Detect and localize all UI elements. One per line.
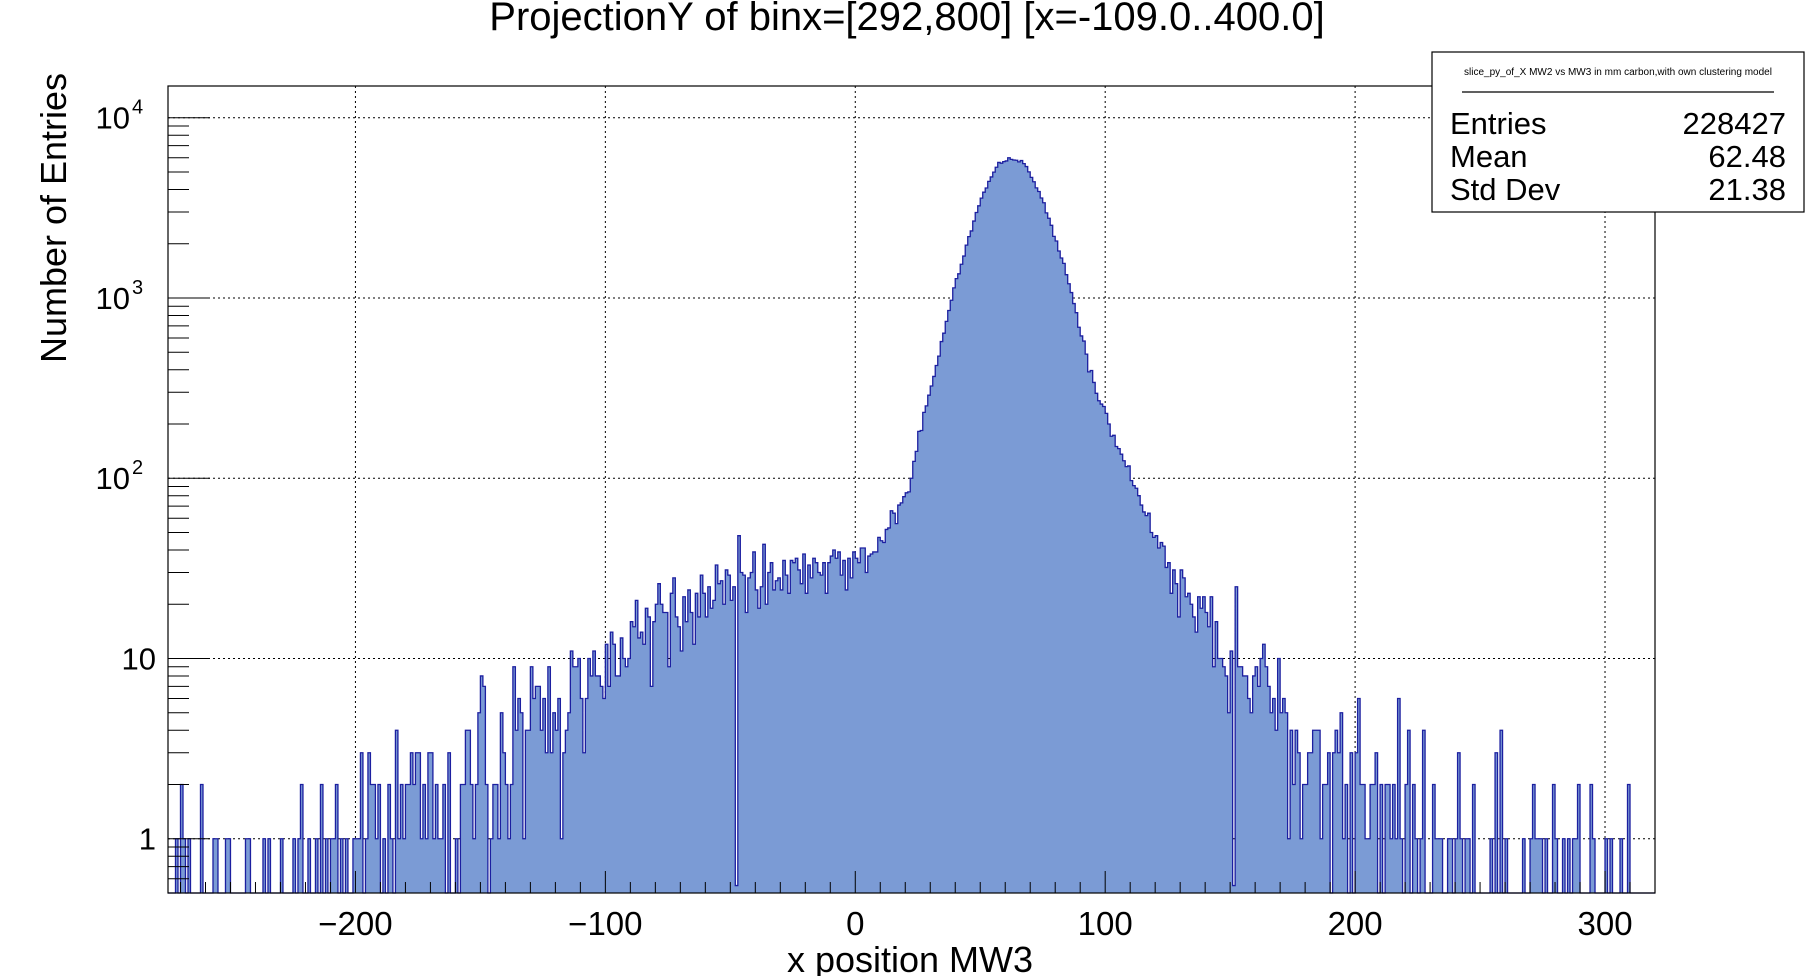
stats-entries-label: Entries	[1450, 106, 1546, 141]
stats-entries-value: 228427	[1683, 106, 1786, 141]
stats-stddev-value: 21.38	[1708, 172, 1786, 207]
y-tick-base: 10	[122, 641, 156, 676]
x-axis: −200 −100 0 100 200 300	[179, 871, 1656, 942]
x-tick-label: 100	[1078, 905, 1133, 942]
y-tick-base: 10	[96, 101, 130, 136]
histogram-bars	[168, 157, 1655, 894]
y-tick-label: 10	[122, 641, 156, 676]
plot-frame	[167, 85, 1656, 894]
y-tick-label: 10 4	[96, 97, 144, 136]
y-tick-exponent: 3	[132, 277, 143, 299]
x-tick-label: 300	[1577, 905, 1632, 942]
stats-mean-value: 62.48	[1708, 139, 1786, 174]
stats-box: slice_py_of_X MW2 vs MW3 in mm carbon,wi…	[1431, 51, 1805, 213]
histogram-fill	[168, 157, 1655, 893]
x-tick-label: 0	[846, 905, 864, 942]
stats-box-title: slice_py_of_X MW2 vs MW3 in mm carbon,wi…	[1464, 67, 1772, 78]
stats-box-frame	[1431, 51, 1805, 213]
y-tick-label: 10 3	[96, 277, 144, 316]
stats-stddev-label: Std Dev	[1450, 172, 1561, 207]
y-tick-label: 1	[139, 822, 156, 857]
y-tick-exponent: 2	[132, 457, 143, 479]
histogram-outline	[168, 157, 1655, 894]
x-tick-label: −200	[318, 905, 392, 942]
y-tick-base: 1	[139, 822, 156, 857]
stats-mean-label: Mean	[1450, 139, 1528, 174]
x-axis-title: x position MW3	[787, 939, 1033, 976]
x-tick-label: 200	[1328, 905, 1383, 942]
y-tick-label: 10 2	[96, 457, 144, 496]
y-tick-base: 10	[96, 461, 130, 496]
chart-title: ProjectionY of binx=[292,800] [x=-109.0.…	[489, 0, 1324, 39]
y-axis-title: Number of Entries	[33, 73, 74, 363]
y-tick-base: 10	[96, 281, 130, 316]
y-tick-exponent: 4	[132, 97, 143, 119]
x-tick-label: −100	[568, 905, 642, 942]
